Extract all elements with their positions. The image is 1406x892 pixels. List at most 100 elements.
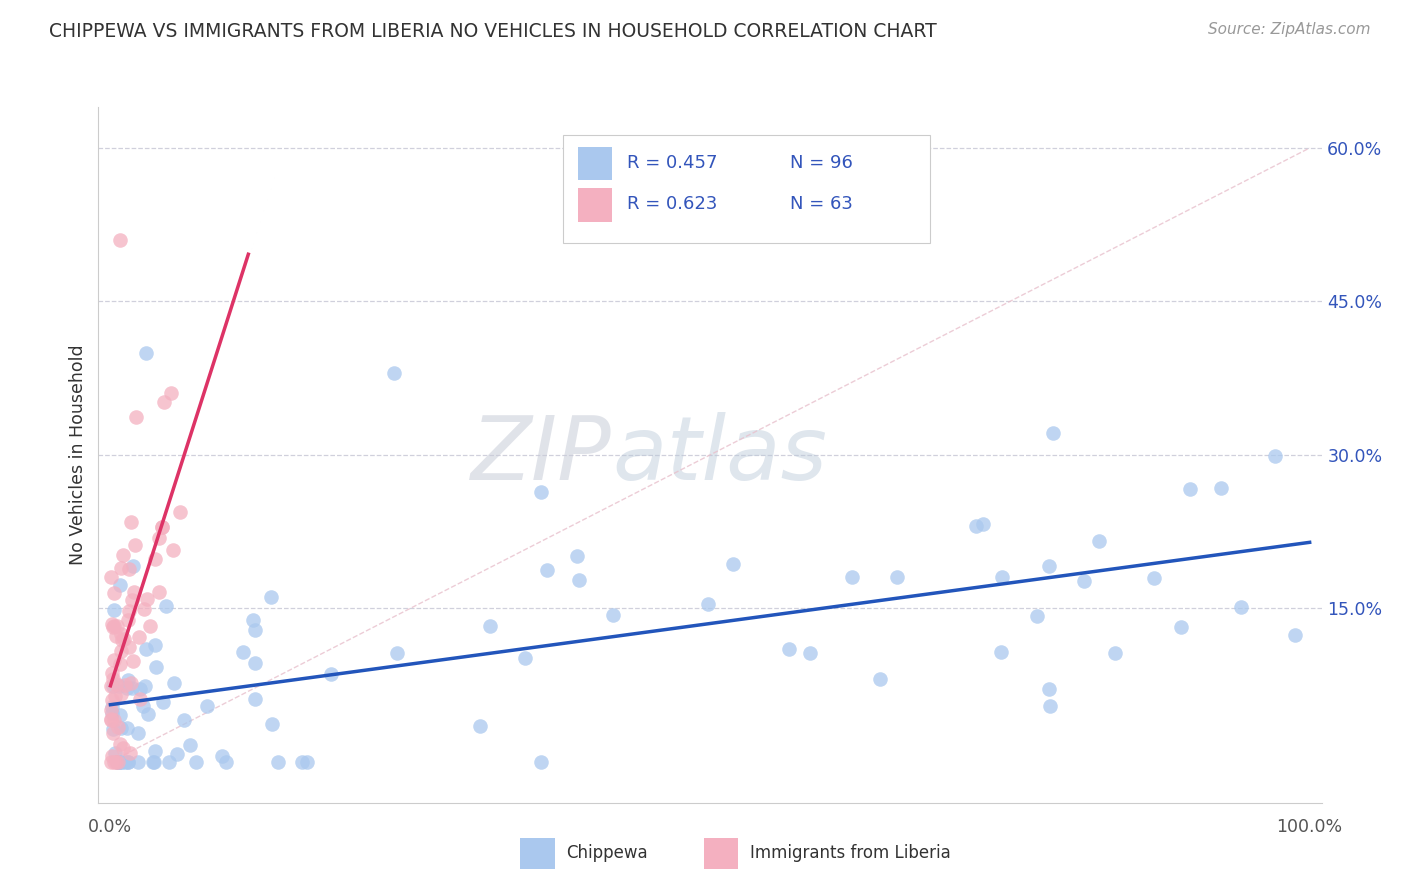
Point	[122, 584, 145, 599]
Point	[117, 613, 139, 627]
Point	[107, 720, 129, 734]
Point	[778, 642, 800, 657]
Point	[138, 619, 160, 633]
Point	[111, 632, 134, 647]
Point	[134, 679, 156, 693]
Point	[110, 578, 132, 592]
Point	[135, 345, 157, 359]
Point	[110, 644, 132, 658]
Text: Chippewa: Chippewa	[565, 844, 647, 862]
Point	[291, 755, 314, 769]
Point	[117, 562, 139, 576]
Point	[121, 592, 143, 607]
Point	[721, 558, 744, 572]
Point	[107, 755, 129, 769]
Point	[1104, 646, 1126, 660]
Point	[100, 679, 122, 693]
Point	[108, 679, 131, 693]
Point	[124, 539, 146, 553]
Point	[382, 366, 405, 380]
Point	[1038, 559, 1060, 574]
Point	[105, 619, 128, 633]
Point	[112, 632, 135, 646]
Point	[115, 721, 138, 735]
Point	[100, 713, 122, 727]
Text: 0.0%: 0.0%	[89, 818, 132, 836]
Point	[100, 703, 122, 717]
Point	[117, 755, 139, 769]
Point	[1170, 620, 1192, 634]
Point	[162, 676, 184, 690]
Point	[148, 585, 170, 599]
Point	[104, 689, 127, 703]
Point	[108, 657, 131, 671]
Point	[104, 747, 127, 761]
Point	[108, 233, 131, 247]
Point	[536, 563, 558, 577]
Y-axis label: No Vehicles in Household: No Vehicles in Household	[69, 344, 87, 566]
Point	[103, 586, 125, 600]
Point	[127, 726, 149, 740]
Point	[245, 692, 267, 706]
Point	[103, 603, 125, 617]
Point	[101, 617, 124, 632]
Point	[142, 755, 165, 769]
Point	[1073, 574, 1095, 589]
Point	[1143, 571, 1166, 585]
Point	[385, 646, 408, 660]
Point	[1209, 481, 1232, 495]
Text: CHIPPEWA VS IMMIGRANTS FROM LIBERIA NO VEHICLES IN HOUSEHOLD CORRELATION CHART: CHIPPEWA VS IMMIGRANTS FROM LIBERIA NO V…	[49, 22, 936, 41]
Point	[127, 755, 149, 769]
Point	[530, 485, 553, 500]
Point	[697, 597, 720, 611]
Point	[122, 558, 145, 573]
Point	[108, 708, 131, 723]
Point	[143, 638, 166, 652]
Point	[243, 656, 266, 670]
Point	[152, 695, 174, 709]
Point	[841, 570, 863, 584]
Point	[148, 531, 170, 545]
Point	[107, 755, 129, 769]
Point	[103, 679, 125, 693]
Point	[214, 755, 236, 769]
Point	[104, 755, 127, 769]
Point	[990, 645, 1012, 659]
Point	[479, 619, 502, 633]
Point	[267, 755, 290, 769]
Point	[184, 755, 207, 769]
Point	[179, 739, 201, 753]
Point	[132, 698, 155, 713]
Point	[162, 543, 184, 558]
Point	[869, 672, 891, 686]
Point	[117, 755, 139, 769]
Point	[965, 518, 987, 533]
Point	[295, 755, 318, 769]
Point	[101, 693, 124, 707]
Point	[565, 549, 588, 564]
Text: Immigrants from Liberia: Immigrants from Liberia	[751, 844, 950, 862]
Text: R = 0.623: R = 0.623	[627, 195, 717, 213]
Point	[100, 755, 122, 769]
Point	[103, 755, 125, 769]
Point	[143, 755, 166, 769]
Point	[153, 395, 176, 409]
Point	[319, 667, 342, 681]
Bar	[520, 838, 555, 869]
Point	[110, 627, 132, 641]
Point	[159, 755, 181, 769]
Point	[242, 613, 264, 627]
Point	[135, 642, 157, 657]
Point	[1264, 449, 1286, 463]
Point	[972, 516, 994, 531]
Point	[990, 569, 1012, 583]
Point	[107, 755, 129, 769]
Point	[118, 604, 141, 618]
Text: N = 96: N = 96	[790, 153, 852, 171]
Point	[160, 386, 183, 401]
Point	[145, 660, 167, 674]
Point	[1039, 698, 1062, 713]
Point	[262, 716, 284, 731]
Point	[135, 591, 157, 606]
FancyBboxPatch shape	[564, 135, 931, 243]
